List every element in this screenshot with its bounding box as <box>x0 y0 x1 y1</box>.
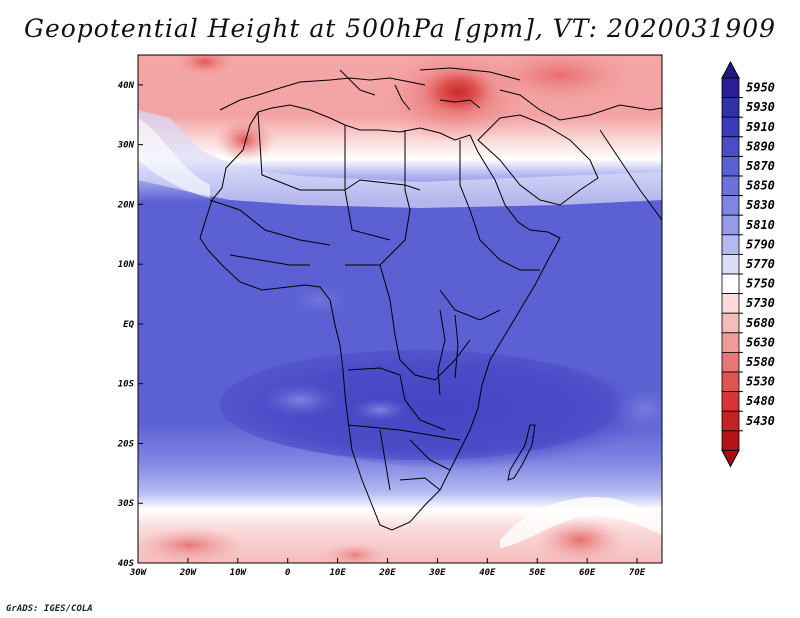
colorbar-swatch <box>721 116 740 138</box>
colorbar-swatch <box>721 293 740 314</box>
credit-label: GrADS: IGES/COLA <box>6 604 93 614</box>
colorbar-swatch <box>721 136 740 157</box>
lon-tick-label: 20E <box>378 568 396 578</box>
colorbar-label: 5850 <box>746 179 775 193</box>
colorbar-label: 5870 <box>746 159 775 173</box>
lat-tick-label: 40N <box>118 81 135 91</box>
colorbar-label: 5530 <box>746 375 775 389</box>
colorbar-swatch <box>721 175 740 197</box>
lon-tick-label: 60E <box>579 568 596 578</box>
lon-tick-label: 30E <box>428 568 446 578</box>
colorbar-swatch <box>721 391 740 412</box>
lon-tick-label: 20W <box>179 568 198 578</box>
colorbar-label: 5730 <box>746 296 775 310</box>
colorbar-label: 5910 <box>746 120 775 134</box>
lat-tick-label: EQ <box>123 320 134 330</box>
height-field <box>138 55 662 563</box>
coastlines <box>199 67 662 531</box>
colorbar-swatch <box>721 273 740 295</box>
lon-tick-label: 0 <box>285 568 291 578</box>
colorbar-swatch <box>721 351 740 373</box>
colorbar-swatch <box>721 253 740 275</box>
colorbar-swatch <box>721 332 740 353</box>
colorbar-label: 5680 <box>746 316 775 330</box>
colorbar-swatch <box>721 312 740 334</box>
colorbar-swatch <box>721 371 740 393</box>
colorbar-label: 5930 <box>746 100 775 114</box>
lon-tick-label: 10E <box>329 568 346 578</box>
colorbar-label: 5890 <box>746 139 775 153</box>
colorbar-label: 5630 <box>746 335 775 349</box>
lat-tick-label: 40S <box>118 559 135 569</box>
lat-tick-label: 20N <box>117 200 135 210</box>
colorbar-swatch <box>721 195 740 216</box>
latitude-axis: 40N 30N 20N 10N EQ 10S 20S 30S 40S <box>117 81 143 569</box>
lat-tick-label: 20S <box>117 439 135 449</box>
colorbar: 5950 5930 5910 5890 5870 5850 5830 5810 5790 5770… <box>721 60 775 468</box>
lon-tick-label: 40E <box>479 568 496 578</box>
colorbar-label: 5770 <box>746 257 775 271</box>
lat-tick-label: 10S <box>118 380 135 390</box>
lon-tick-label: 10W <box>230 568 248 578</box>
colorbar-top-arrow <box>721 60 740 79</box>
colorbar-swatch <box>721 234 740 255</box>
colorbar-label: 5830 <box>746 198 775 212</box>
colorbar-bottom-arrow <box>721 449 740 468</box>
colorbar-swatch <box>721 214 740 236</box>
lat-tick-label: 10N <box>118 260 135 270</box>
colorbar-label: 5430 <box>746 414 775 428</box>
colorbar-label: 5750 <box>746 277 775 291</box>
lon-tick-label: 70E <box>629 568 646 578</box>
lat-tick-label: 30N <box>117 141 135 151</box>
colorbar-label: 5950 <box>746 81 775 95</box>
colorbar-swatch <box>721 97 740 118</box>
longitude-axis: 30W 20W 10W 0 10E 20E 30E 40E 50E 60E 70E <box>129 558 646 578</box>
colorbar-label: 5790 <box>746 237 775 251</box>
colorbar-swatch <box>721 155 740 177</box>
map-frame <box>137 54 663 564</box>
lat-tick-label: 30S <box>117 499 135 509</box>
colorbar-label: 5480 <box>746 394 775 408</box>
colorbar-label: 5580 <box>746 355 775 369</box>
colorbar-swatch <box>721 410 740 432</box>
colorbar-swatch <box>721 430 740 451</box>
colorbar-swatch <box>721 77 740 99</box>
lon-tick-label: 30W <box>129 568 148 578</box>
lon-tick-label: 50E <box>529 568 546 578</box>
colorbar-label: 5810 <box>746 218 775 232</box>
map-title: Geopotential Height at 500hPa [gpm], VT:… <box>23 14 777 43</box>
